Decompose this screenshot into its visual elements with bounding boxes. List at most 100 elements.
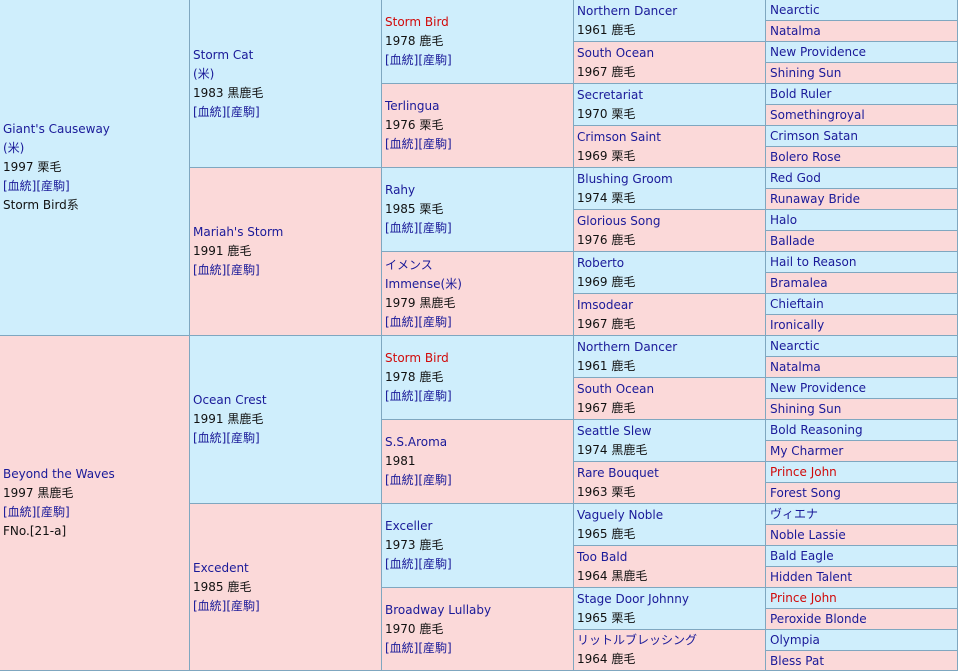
horse-name-link[interactable]: Bramalea xyxy=(770,276,828,290)
horse-name-link[interactable]: Northern Dancer xyxy=(577,339,678,354)
horse-name-link[interactable]: Too Bald xyxy=(577,549,628,564)
pedigree-progeny-links[interactable]: [血統][産駒] xyxy=(385,389,452,403)
horse-name-link[interactable]: Natalma xyxy=(770,360,821,374)
birth-year-color: 1967 鹿毛 xyxy=(577,316,636,331)
pedigree-gen4-cell: Glorious Song 1976 鹿毛 xyxy=(574,210,766,252)
horse-name-link[interactable]: Bold Reasoning xyxy=(770,423,863,437)
horse-name-link[interactable]: Hail to Reason xyxy=(770,255,857,269)
horse-name-link[interactable]: Roberto xyxy=(577,255,625,270)
horse-name-link[interactable]: Vaguely Noble xyxy=(577,507,664,522)
horse-name-link[interactable]: Blushing Groom xyxy=(577,171,673,186)
birth-year-color: 1991 黒鹿毛 xyxy=(193,412,264,426)
horse-name-link[interactable]: Crimson Satan xyxy=(770,129,858,143)
pedigree-progeny-links[interactable]: [血統][産駒] xyxy=(385,221,452,235)
horse-name-link[interactable]: Stage Door Johnny xyxy=(577,591,689,606)
pedigree-progeny-links[interactable]: [血統][産駒] xyxy=(385,473,452,487)
horse-name-link[interactable]: New Providence xyxy=(770,45,867,59)
pedigree-gen2-cell: Storm Cat (米) 1983 黒鹿毛 [血統][産駒] xyxy=(190,0,382,168)
horse-name-link[interactable]: Storm Cat xyxy=(193,47,254,62)
horse-name-link[interactable]: Ocean Crest xyxy=(193,393,267,407)
horse-name-link[interactable]: Red God xyxy=(770,171,821,185)
pedigree-gen3-cell: Broadway Lullaby 1970 鹿毛 [血統][産駒] xyxy=(382,588,574,671)
horse-name-link[interactable]: Prince John xyxy=(770,591,837,605)
horse-name-link[interactable]: Excedent xyxy=(193,560,249,575)
birth-year-color: 1969 栗毛 xyxy=(577,148,636,163)
horse-name-link[interactable]: South Ocean xyxy=(577,381,655,396)
horse-name-link[interactable]: Hidden Talent xyxy=(770,570,853,584)
horse-name-link[interactable]: Halo xyxy=(770,213,798,227)
pedigree-progeny-links[interactable]: [血統][産駒] xyxy=(385,557,452,571)
birth-year-color: 1997 黒鹿毛 xyxy=(3,486,74,500)
horse-name-link[interactable]: Noble Lassie xyxy=(770,528,846,542)
birth-year-color: 1978 鹿毛 xyxy=(385,370,444,384)
horse-name-link[interactable]: Bold Ruler xyxy=(770,87,832,101)
pedigree-progeny-links[interactable]: [血統][産駒] xyxy=(385,53,452,67)
horse-name-link[interactable]: Runaway Bride xyxy=(770,192,860,206)
horse-name-link[interactable]: Nearctic xyxy=(770,3,820,17)
horse-name-link[interactable]: Terlingua xyxy=(385,99,440,113)
pedigree-gen5-cell: Natalma xyxy=(766,357,958,378)
horse-name-link[interactable]: Chieftain xyxy=(770,297,824,311)
horse-name-link[interactable]: Peroxide Blonde xyxy=(770,612,867,626)
pedigree-progeny-links[interactable]: [血統][産駒] xyxy=(3,505,70,519)
horse-name-link[interactable]: Rahy xyxy=(385,183,416,197)
pedigree-progeny-links[interactable]: [血統][産駒] xyxy=(193,598,260,613)
horse-name-link[interactable]: Natalma xyxy=(770,24,821,38)
horse-alt-name-link[interactable]: Immense(米) xyxy=(385,276,462,291)
horse-name-link[interactable]: Rare Bouquet xyxy=(577,465,659,480)
pedigree-progeny-links[interactable]: [血統][産駒] xyxy=(385,137,452,151)
horse-name-link[interactable]: Broadway Lullaby xyxy=(385,602,492,617)
pedigree-gen5-cell: Shining Sun xyxy=(766,63,958,84)
horse-name-link[interactable]: Glorious Song xyxy=(577,213,661,228)
horse-name-link[interactable]: Shining Sun xyxy=(770,66,842,80)
pedigree-gen5-cell: Peroxide Blonde xyxy=(766,609,958,630)
horse-name-link[interactable]: My Charmer xyxy=(770,444,844,458)
horse-name-link[interactable]: イメンス xyxy=(385,257,433,272)
birth-year-color: 1964 黒鹿毛 xyxy=(577,568,648,583)
horse-name-link[interactable]: リットルブレッシング xyxy=(577,633,698,647)
horse-name-link[interactable]: Shining Sun xyxy=(770,402,842,416)
horse-name-link[interactable]: Bless Pat xyxy=(770,653,825,668)
horse-name-link[interactable]: Northern Dancer xyxy=(577,3,678,18)
horse-name-link[interactable]: Bolero Rose xyxy=(770,150,841,164)
pedigree-progeny-links[interactable]: [血統][産駒] xyxy=(193,263,260,277)
pedigree-progeny-links[interactable]: [血統][産駒] xyxy=(193,104,260,119)
horse-name-link[interactable]: Ballade xyxy=(770,234,815,248)
horse-name-link[interactable]: Ironically xyxy=(770,318,825,332)
horse-name-link[interactable]: Bald Eagle xyxy=(770,549,834,563)
horse-name-link[interactable]: New Providence xyxy=(770,381,867,395)
horse-name-link[interactable]: Imsodear xyxy=(577,297,634,312)
horse-name-link[interactable]: Olympia xyxy=(770,633,820,647)
pedigree-progeny-links[interactable]: [血統][産駒] xyxy=(385,314,452,329)
horse-name-link[interactable]: Seattle Slew xyxy=(577,423,652,438)
horse-name-link[interactable]: Nearctic xyxy=(770,339,820,353)
pedigree-gen4-cell: Roberto 1969 鹿毛 xyxy=(574,252,766,294)
pedigree-gen5-cell: Shining Sun xyxy=(766,399,958,420)
birth-year-color: 1976 鹿毛 xyxy=(577,232,636,247)
pedigree-gen5-cell: Nearctic xyxy=(766,0,958,21)
horse-name-link[interactable]: Giant's Causeway xyxy=(3,122,110,136)
horse-name-link[interactable]: Forest Song xyxy=(770,486,841,500)
horse-name-link[interactable]: Mariah's Storm xyxy=(193,225,284,239)
horse-name-link[interactable]: Exceller xyxy=(385,519,433,533)
horse-name-link[interactable]: Storm Bird xyxy=(385,351,449,365)
horse-name-link[interactable]: Prince John xyxy=(770,465,837,479)
pedigree-gen4-cell: Vaguely Noble 1965 鹿毛 xyxy=(574,504,766,546)
horse-name-link[interactable]: Crimson Saint xyxy=(577,129,661,144)
horse-name-link[interactable]: Beyond the Waves xyxy=(3,467,115,481)
horse-name-link[interactable]: South Ocean xyxy=(577,45,655,60)
horse-name-link[interactable]: Storm Bird xyxy=(385,15,449,29)
pedigree-gen5-cell: Prince John xyxy=(766,462,958,483)
pedigree-progeny-links[interactable]: [血統][産駒] xyxy=(193,431,260,445)
pedigree-gen4-cell: Seattle Slew 1974 黒鹿毛 xyxy=(574,420,766,462)
pedigree-progeny-links[interactable]: [血統][産駒] xyxy=(385,640,452,655)
horse-name-link[interactable]: ヴィエナ xyxy=(770,507,819,521)
birth-year-color: 1985 栗毛 xyxy=(385,202,444,216)
horse-name-link[interactable]: S.S.Aroma xyxy=(385,435,448,449)
pedigree-progeny-links[interactable]: [血統][産駒] xyxy=(3,179,70,193)
pedigree-gen5-cell: Crimson Satan xyxy=(766,126,958,147)
horse-name-link[interactable]: Secretariat xyxy=(577,87,644,102)
birth-year-color: 1965 鹿毛 xyxy=(577,526,636,541)
horse-name-link[interactable]: Somethingroyal xyxy=(770,108,865,122)
